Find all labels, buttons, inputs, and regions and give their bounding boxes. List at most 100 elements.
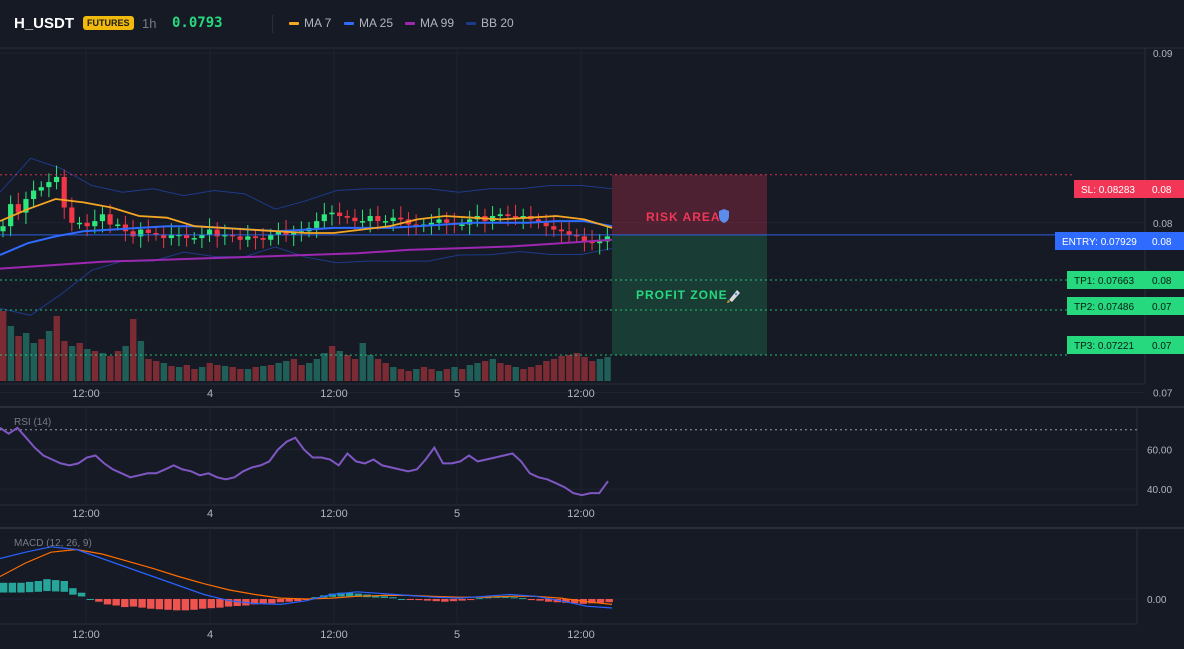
volume-bar: [198, 367, 206, 381]
tp1-tag[interactable]: TP1: 0.07663 0.08: [1067, 271, 1184, 289]
volume-bar: [481, 361, 489, 381]
futures-badge: FUTURES: [83, 16, 134, 30]
macd-histogram-bar: [207, 599, 215, 609]
volume-bar: [566, 355, 573, 381]
macd-histogram-bar: [250, 599, 259, 605]
macd-histogram-bar: [17, 582, 25, 593]
candle-body: [8, 204, 14, 227]
macd-histogram-bar: [173, 599, 181, 611]
time-axes: 12:00 4 12:00 5 12:00 12:00 4 12:00 5 12:00 12:00 4…: [72, 388, 595, 641]
sl-tag[interactable]: SL: 0.08283 0.08: [1074, 180, 1184, 198]
macd-histogram-bar: [138, 599, 146, 608]
macd-histogram-bar: [233, 599, 241, 607]
macd-histogram-bar: [596, 599, 605, 603]
candle-body: [352, 217, 358, 222]
candle-body: [229, 234, 236, 237]
volume-bar: [99, 353, 106, 381]
risk-area-zone: [612, 174, 767, 235]
volume-bar: [0, 311, 7, 381]
header-divider: [272, 15, 273, 33]
chart-header: H_USDT FUTURES 1h 0.0793 MA 7 MA 25 MA 9…: [0, 0, 1184, 48]
candlesticks: [0, 165, 610, 255]
volume-bar: [153, 361, 160, 381]
tp3-tag[interactable]: TP3: 0.07221 0.07: [1067, 336, 1184, 354]
candle-body: [337, 212, 343, 216]
macd-histogram-bar: [389, 597, 397, 599]
time-axis-label: 12:00: [72, 388, 100, 400]
macd-histogram-bar: [484, 597, 492, 599]
volume-bar: [237, 369, 244, 381]
candle-body: [321, 214, 327, 222]
candle-body: [222, 234, 228, 237]
macd-histogram-bar: [51, 580, 60, 592]
candle-body: [15, 204, 21, 213]
shield-icon: [719, 209, 729, 223]
macd-histogram-bar: [224, 599, 233, 607]
volume-bar: [160, 363, 168, 381]
volume-bar: [451, 367, 458, 381]
macd-histogram-bar: [501, 596, 510, 598]
macd-histogram-bar: [181, 599, 190, 611]
volume-bar: [397, 369, 405, 381]
volume-bar: [298, 365, 305, 381]
volume-bar: [374, 359, 382, 381]
volume-bar: [283, 361, 290, 381]
price-levels: [0, 174, 1074, 356]
legend-ma7[interactable]: MA 7: [289, 16, 331, 30]
legend-ma99[interactable]: MA 99: [405, 16, 454, 30]
price-axis-label: 0.09: [1153, 49, 1173, 60]
tp2-tag-axis: 0.07: [1152, 302, 1172, 313]
macd-histogram-bar: [95, 599, 103, 602]
legend-ma25[interactable]: MA 25: [344, 16, 393, 30]
candle-body: [184, 234, 190, 239]
candle-body: [398, 217, 404, 220]
volume-bar: [260, 366, 267, 381]
macd-histogram-bar: [311, 597, 319, 599]
candle-body: [92, 221, 98, 227]
candle-body: [574, 234, 580, 237]
macd-pane: 0.00: [0, 546, 1167, 611]
macd-histogram-bar: [519, 598, 527, 600]
volume-bar: [214, 365, 221, 381]
candle-body: [99, 214, 106, 222]
time-axis-label: 12:00: [320, 508, 348, 520]
candle-body: [61, 176, 67, 208]
rsi-pane: 60.00 40.00: [0, 426, 1172, 496]
tp1-tag-label: TP1: 0.07663: [1074, 276, 1134, 287]
macd-histogram-bar: [190, 599, 198, 610]
macd-histogram-bar: [354, 593, 363, 597]
candle-body: [31, 190, 37, 200]
candle-body: [153, 232, 159, 235]
legend-ma25-label: MA 25: [359, 16, 394, 30]
last-price: 0.0793: [172, 15, 223, 31]
volume-bar: [497, 363, 504, 381]
candle-body: [512, 216, 519, 218]
candle-body: [329, 212, 335, 215]
tp2-tag[interactable]: TP2: 0.07486 0.07: [1067, 297, 1184, 315]
candle-body: [138, 229, 144, 237]
candle-body: [520, 216, 526, 218]
volume-bar: [428, 369, 435, 381]
macd-histogram-bar: [588, 599, 596, 604]
entry-tag-axis: 0.08: [1152, 237, 1172, 248]
macd-histogram-bar: [259, 599, 267, 604]
macd-histogram-bar: [198, 599, 207, 609]
candle-body: [206, 229, 213, 235]
tp3-tag-label: TP3: 0.07221: [1074, 341, 1134, 352]
volume-bar: [413, 369, 420, 381]
macd-histogram-bar: [475, 598, 484, 600]
volume-bar: [382, 363, 389, 381]
timeframe-selector[interactable]: 1h: [142, 16, 157, 31]
volume-bar: [436, 371, 443, 381]
candle-body: [260, 238, 266, 240]
time-axis-label: 12:00: [567, 388, 595, 400]
risk-area-label: RISK AREA: [646, 210, 721, 224]
symbol-title[interactable]: H_USDT: [14, 15, 75, 32]
entry-tag[interactable]: ENTRY: 0.07929 0.08: [1055, 232, 1184, 250]
time-axis-label: 12:00: [567, 629, 595, 641]
candle-body: [76, 222, 83, 225]
volume-bar: [22, 333, 30, 381]
volume-bar: [504, 365, 512, 381]
legend-bb20[interactable]: BB 20: [466, 16, 514, 30]
